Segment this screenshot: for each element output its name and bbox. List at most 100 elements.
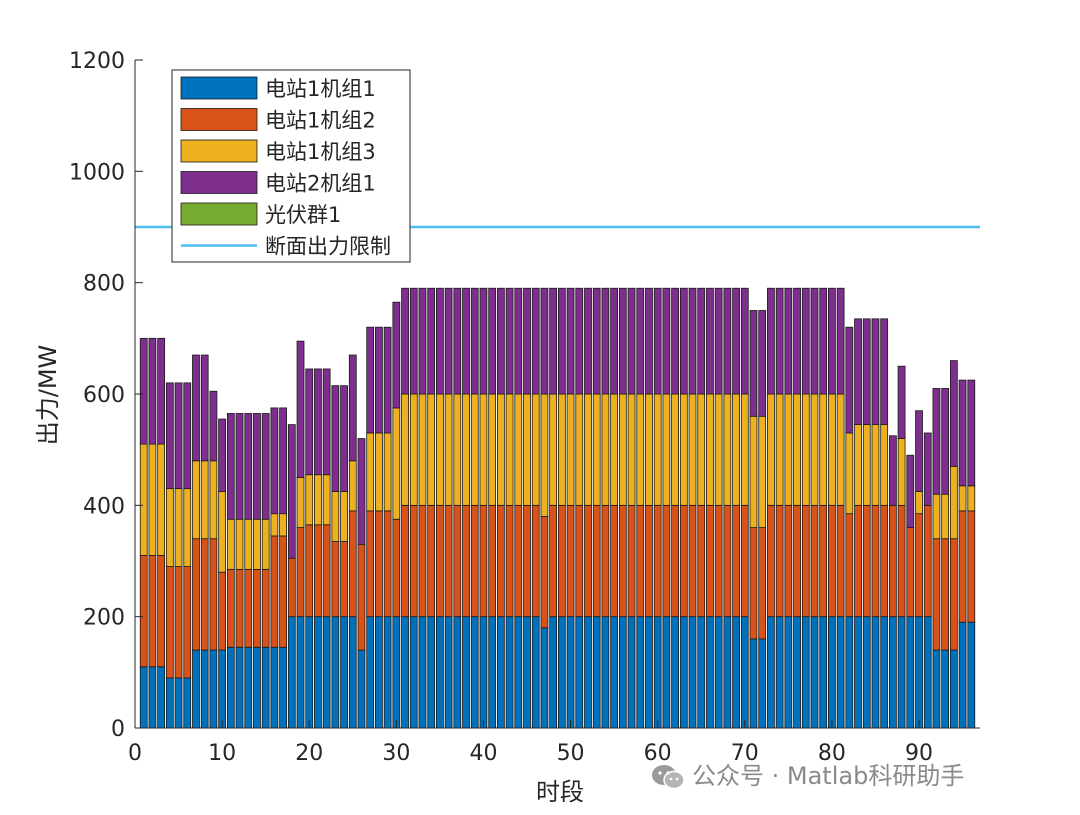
bar-s3-t2 — [148, 443, 157, 556]
y-tick-label: 200 — [83, 606, 125, 631]
bar-s3-t85 — [871, 424, 880, 506]
bar-s2-t34 — [427, 504, 436, 618]
bar-s2-t50 — [566, 504, 575, 618]
x-tick-label: 60 — [644, 741, 672, 766]
bar-s2-t6 — [183, 566, 192, 679]
legend-box — [171, 69, 411, 263]
bar-s2-t9 — [209, 538, 218, 651]
bar-s3-t44 — [514, 393, 523, 506]
bar-s1-t36 — [444, 616, 453, 729]
bar-s1-t33 — [418, 616, 427, 729]
bar-s4-t94 — [949, 360, 958, 467]
bar-s3-t41 — [488, 393, 497, 506]
bar-s3-t24 — [340, 491, 348, 542]
bar-s4-t72 — [758, 310, 767, 417]
bar-s4-t51 — [575, 287, 584, 395]
bar-s1-t89 — [906, 616, 915, 729]
bar-s3-t90 — [915, 491, 923, 515]
bar-s4-t39 — [470, 287, 479, 395]
bar-s2-t38 — [462, 504, 470, 618]
bar-s1-t58 — [636, 616, 645, 729]
bar-s4-t5 — [174, 382, 183, 490]
bar-s4-t13 — [244, 413, 253, 520]
x-tick-label: 20 — [295, 741, 323, 766]
bar-s4-t44 — [514, 287, 523, 395]
bar-s1-t61 — [662, 616, 671, 729]
bar-s1-t56 — [618, 616, 627, 729]
bar-s2-t35 — [436, 504, 444, 618]
bar-s3-t46 — [531, 393, 540, 506]
bar-s4-t56 — [618, 287, 627, 395]
bar-s3-t35 — [436, 393, 444, 506]
bar-s3-t62 — [671, 393, 679, 506]
bar-s2-t47 — [540, 516, 549, 629]
bar-s1-t82 — [845, 616, 854, 729]
bar-s1-t17 — [279, 646, 287, 729]
bar-s3-t23 — [331, 491, 340, 542]
bar-s4-t23 — [331, 385, 340, 492]
bar-s4-t30 — [392, 301, 401, 409]
bar-s4-t10 — [218, 418, 227, 492]
bar-s1-t5 — [174, 677, 183, 729]
bar-s1-t71 — [749, 638, 758, 729]
bars-layer — [139, 287, 976, 729]
bar-s2-t81 — [836, 504, 845, 618]
bar-s1-t43 — [505, 616, 514, 729]
bar-s2-t91 — [923, 504, 932, 618]
y-axis-label: 出力/MW — [34, 345, 62, 446]
bar-s2-t88 — [897, 504, 906, 618]
bar-s2-t72 — [758, 527, 767, 640]
bar-s1-t53 — [592, 616, 601, 729]
bar-s2-t11 — [226, 568, 235, 648]
bar-s4-t43 — [505, 287, 514, 395]
bar-s4-t74 — [775, 287, 784, 395]
bar-s4-t70 — [740, 287, 749, 395]
bar-s2-t27 — [366, 510, 375, 618]
bar-s3-t50 — [566, 393, 575, 506]
bar-s3-t57 — [627, 393, 636, 506]
bar-s3-t55 — [610, 393, 619, 506]
bar-s4-t55 — [610, 287, 619, 395]
bar-s4-t79 — [819, 287, 828, 395]
bar-s4-t93 — [941, 388, 950, 495]
legend-label: 光伏群1 — [265, 203, 341, 227]
bar-s4-t32 — [409, 287, 418, 395]
bar-s2-t30 — [392, 518, 401, 618]
bar-s4-t95 — [958, 379, 967, 487]
bar-s1-t8 — [200, 649, 209, 729]
bar-s1-t18 — [287, 616, 296, 729]
bar-s2-t78 — [810, 504, 819, 618]
bar-s4-t69 — [732, 287, 740, 395]
bar-s2-t32 — [409, 504, 418, 618]
bar-s2-t61 — [662, 504, 671, 618]
bar-s1-t42 — [496, 616, 505, 729]
bar-s1-t86 — [880, 616, 889, 729]
bar-s2-t69 — [732, 504, 740, 618]
bar-s2-t29 — [383, 510, 392, 618]
bar-s4-t3 — [157, 337, 166, 445]
bar-s1-t70 — [740, 616, 749, 729]
bar-s4-t63 — [679, 287, 688, 395]
bar-s3-t77 — [801, 393, 810, 506]
bar-s3-t17 — [279, 513, 287, 537]
bar-s3-t7 — [192, 460, 200, 540]
bar-s3-t9 — [209, 460, 218, 540]
bar-s3-t33 — [418, 393, 427, 506]
bar-s2-t13 — [244, 568, 253, 648]
bar-s3-t10 — [218, 491, 227, 573]
bar-s2-t79 — [819, 504, 828, 618]
bar-s2-t55 — [610, 504, 619, 618]
bar-s2-t65 — [697, 504, 706, 618]
bar-s2-t83 — [854, 504, 862, 618]
bar-s1-t16 — [270, 646, 279, 729]
bar-s3-t48 — [549, 393, 558, 506]
bar-s1-t78 — [810, 616, 819, 729]
legend-swatch — [180, 139, 258, 163]
bar-s3-t1 — [139, 443, 148, 556]
bar-s1-t45 — [523, 616, 531, 729]
bar-s2-t90 — [915, 513, 923, 618]
bar-s2-t44 — [514, 504, 523, 618]
bar-s2-t48 — [549, 504, 558, 618]
bar-s1-t64 — [688, 616, 697, 729]
bar-s2-t52 — [584, 504, 592, 618]
